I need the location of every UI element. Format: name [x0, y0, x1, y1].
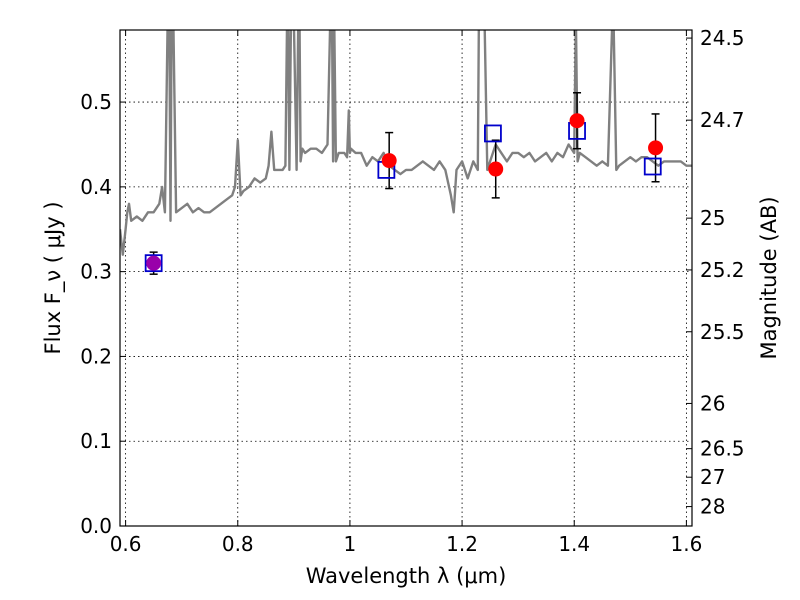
x-tick-label: 1.6: [670, 532, 702, 556]
observed-photometry-point: [146, 255, 162, 271]
observed-photometry-point: [648, 140, 664, 156]
x-tick-label: 1.2: [446, 532, 478, 556]
y-tick-label: 0.0: [80, 514, 112, 538]
model-spectrum-layer: [120, 30, 692, 256]
mag-tick-label: 24.5: [700, 26, 745, 50]
mag-tick-label: 26: [700, 391, 725, 415]
mag-tick-label: 25.5: [700, 320, 745, 344]
x-tick-label: 0.8: [222, 532, 254, 556]
x-axis-label: Wavelength λ (μm): [306, 564, 507, 588]
x-tick-label: 0.6: [110, 532, 142, 556]
x-tick-label: 1.4: [558, 532, 590, 556]
mag-tick-label: 25.2: [700, 258, 745, 282]
observed-photometry-point: [488, 161, 504, 177]
y-tick-label: 0.5: [80, 90, 112, 114]
y-tick-label: 0.3: [80, 260, 112, 284]
mag-tick-label: 27: [700, 465, 725, 489]
model-photometry-square: [643, 157, 662, 176]
model-photometry-square: [484, 124, 502, 143]
y-tick-label: 0.4: [80, 175, 112, 199]
y-axis-right-label: Magnitude (AB): [757, 196, 781, 359]
observed-photometry-point: [381, 153, 397, 169]
plot-frame: [119, 29, 693, 527]
photometry-layer: [144, 91, 664, 275]
x-tick-label: 1: [344, 532, 357, 556]
y-tick-label: 0.1: [80, 429, 112, 453]
mag-tick-label: 24.7: [700, 108, 745, 132]
axis-ticks: 0.6 0.8 1 1.2 1.4 1.6 0.0 0.1 0.2 0.3 0.4 0.5 24.5 24…: [80, 26, 744, 556]
y-tick-label: 0.2: [80, 344, 112, 368]
mag-tick-label: 26.5: [700, 437, 745, 461]
y-axis-label: Flux F_ν ( μJy ): [41, 201, 66, 354]
model-photometry-square: [144, 254, 163, 273]
model-spectrum-line: [120, 30, 692, 256]
grid-lines: [120, 30, 692, 527]
mag-tick-label: 25: [700, 206, 725, 230]
observed-photometry-point: [569, 113, 585, 129]
mag-tick-label: 28: [700, 495, 725, 519]
